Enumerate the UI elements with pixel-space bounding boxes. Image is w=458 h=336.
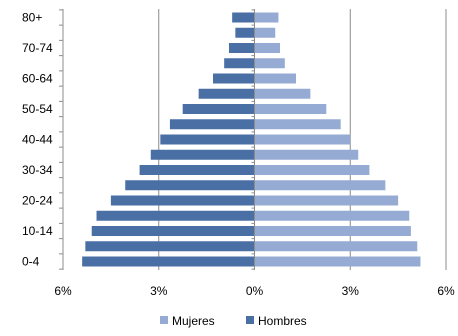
y-tick-label-40-44: 40-44 [22, 133, 53, 147]
bar-mujeres-45-49 [254, 119, 341, 130]
bar-hombres-50-54 [182, 104, 255, 114]
bar-hombres-20-24 [110, 195, 255, 206]
bar-mujeres-15-19 [254, 210, 410, 221]
legend: Mujeres Hombres [160, 314, 307, 328]
bar-hombres-45-49 [169, 119, 255, 130]
bar-mujeres-60-64 [254, 73, 296, 84]
bar-mujeres-20-24 [254, 195, 399, 206]
y-tick-label-80+: 80+ [22, 11, 42, 25]
bar-mujeres-0-4 [254, 256, 421, 267]
x-tick-label-4: 6% [437, 284, 455, 298]
axes [59, 9, 255, 270]
bar-mujeres-10-14 [254, 226, 411, 236]
legend-label-hombres: Hombres [258, 314, 307, 328]
bar-mujeres-65-69 [254, 58, 285, 69]
bar-hombres-10-14 [91, 226, 255, 236]
bar-mujeres-35-39 [254, 149, 359, 160]
bar-hombres-30-34 [139, 165, 255, 175]
y-tick-label-0-4: 0-4 [22, 255, 40, 269]
bar-hombres-15-19 [96, 210, 255, 221]
legend-swatch-mujeres [160, 316, 168, 324]
x-tick-label-3: 3% [342, 284, 360, 298]
bar-hombres-70-74 [228, 43, 255, 53]
y-tick-label-60-64: 60-64 [22, 72, 53, 86]
x-tick-label-1: 3% [150, 284, 168, 298]
bar-hombres-60-64 [213, 73, 255, 84]
bar-mujeres-80+ [254, 12, 279, 23]
bar-hombres-65-69 [224, 58, 255, 69]
bar-mujeres-70-74 [254, 43, 281, 53]
y-tick-label-10-14: 10-14 [22, 224, 53, 238]
bars [82, 12, 421, 267]
bar-hombres-0-4 [82, 256, 255, 267]
x-tick-label-0: 6% [54, 284, 72, 298]
bar-mujeres-40-44 [254, 134, 351, 145]
bar-mujeres-5-9 [254, 241, 418, 252]
x-tick-label-2: 0% [246, 284, 264, 298]
bar-hombres-25-29 [125, 180, 255, 191]
bar-mujeres-75-79 [254, 27, 276, 38]
bar-hombres-80+ [232, 12, 255, 23]
bar-mujeres-55-59 [254, 88, 311, 99]
y-tick-label-50-54: 50-54 [22, 102, 53, 116]
y-tick-label-20-24: 20-24 [22, 194, 53, 208]
legend-swatch-hombres [246, 316, 254, 324]
bar-mujeres-50-54 [254, 104, 327, 114]
bar-hombres-55-59 [198, 88, 255, 99]
bar-hombres-5-9 [85, 241, 255, 252]
x-tick-labels: 6% 3% 0% 3% 6% [54, 284, 455, 298]
legend-label-mujeres: Mujeres [172, 314, 215, 328]
bar-hombres-40-44 [160, 134, 255, 145]
bar-mujeres-30-34 [254, 165, 370, 175]
bar-mujeres-25-29 [254, 180, 386, 191]
y-tick-label-70-74: 70-74 [22, 41, 53, 55]
bar-hombres-75-79 [235, 27, 255, 38]
y-tick-label-30-34: 30-34 [22, 163, 53, 177]
bar-hombres-35-39 [150, 149, 255, 160]
y-tick-labels: 0-4 10-14 20-24 30-34 40-44 50-54 60-64 70-74 80… [22, 11, 53, 269]
